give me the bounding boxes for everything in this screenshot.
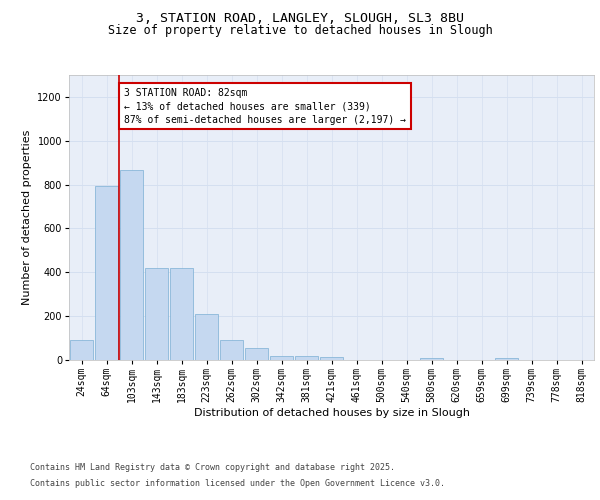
Text: Contains HM Land Registry data © Crown copyright and database right 2025.: Contains HM Land Registry data © Crown c… [30, 464, 395, 472]
Bar [420, 358, 443, 360]
Bar [170, 268, 193, 360]
Bar [320, 358, 343, 360]
Bar [145, 268, 168, 360]
Text: Contains public sector information licensed under the Open Government Licence v3: Contains public sector information licen… [30, 478, 445, 488]
Text: 3 STATION ROAD: 82sqm
← 13% of detached houses are smaller (339)
87% of semi-det: 3 STATION ROAD: 82sqm ← 13% of detached … [124, 88, 406, 124]
Bar [295, 356, 318, 360]
Bar [95, 186, 118, 360]
Bar [270, 356, 293, 360]
Bar [220, 340, 243, 360]
Text: 3, STATION ROAD, LANGLEY, SLOUGH, SL3 8BU: 3, STATION ROAD, LANGLEY, SLOUGH, SL3 8B… [136, 12, 464, 26]
Bar [495, 358, 518, 360]
Text: Size of property relative to detached houses in Slough: Size of property relative to detached ho… [107, 24, 493, 37]
Y-axis label: Number of detached properties: Number of detached properties [22, 130, 32, 305]
Bar [70, 340, 93, 360]
X-axis label: Distribution of detached houses by size in Slough: Distribution of detached houses by size … [193, 408, 470, 418]
Bar [245, 348, 268, 360]
Bar [195, 314, 218, 360]
Bar [120, 170, 143, 360]
